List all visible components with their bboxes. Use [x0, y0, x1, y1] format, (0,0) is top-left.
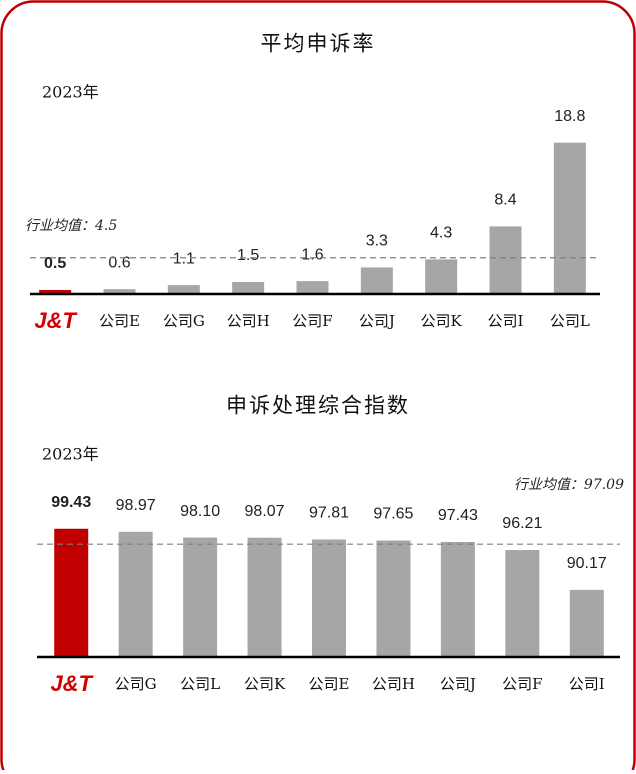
x-tick-label: 公司H: [227, 312, 270, 330]
value-label: 4.3: [430, 225, 452, 242]
x-tick-label: 公司F: [292, 312, 332, 330]
x-tick-label: 公司G: [115, 675, 157, 693]
value-label: 99.43: [51, 494, 91, 511]
bar: [167, 285, 200, 294]
value-label: 98.97: [116, 497, 156, 514]
chart-title: 平均申诉率: [261, 32, 376, 56]
x-tick-label: 公司I: [569, 675, 605, 693]
chart-subtitle: 2023年: [42, 445, 99, 464]
bar: [296, 281, 329, 294]
reference-label: 行业均值：97.09: [514, 477, 624, 493]
bar: [118, 531, 153, 657]
logo: J&T: [50, 671, 93, 696]
x-tick-label: 公司E: [99, 312, 140, 330]
bar: [103, 289, 136, 294]
value-label: 90.17: [567, 555, 607, 572]
x-tick-label: 公司H: [372, 675, 415, 693]
value-label: 8.4: [494, 192, 516, 209]
chart-title: 申诉处理综合指数: [226, 394, 410, 418]
bar: [553, 142, 586, 294]
value-label: 3.3: [366, 233, 388, 250]
value-label: 1.5: [237, 247, 259, 264]
x-tick-label: 公司K: [421, 312, 463, 330]
bar: [232, 281, 265, 294]
bar: [376, 540, 411, 657]
bar: [54, 528, 89, 657]
bar: [360, 267, 393, 294]
value-label: 1.1: [173, 250, 195, 267]
bar: [440, 541, 475, 657]
bar: [569, 589, 604, 657]
x-tick-label: 公司L: [550, 312, 590, 330]
bar: [247, 537, 282, 657]
bar: [312, 539, 346, 657]
bar: [489, 226, 522, 294]
value-label: 0.6: [108, 254, 130, 271]
bar: [39, 289, 72, 294]
value-label: 97.43: [438, 507, 478, 524]
bar: [183, 537, 218, 657]
value-label: 98.10: [180, 503, 220, 520]
x-tick-label: 公司E: [309, 675, 350, 693]
bar: [425, 259, 458, 294]
x-tick-label: 公司G: [163, 312, 205, 330]
value-label: 1.6: [301, 246, 323, 263]
value-label: 0.5: [44, 255, 66, 272]
value-label: 97.65: [373, 506, 413, 523]
bar: [505, 550, 540, 657]
x-tick-label: 公司K: [244, 675, 286, 693]
reference-label: 行业均值：4.5: [25, 218, 117, 234]
x-tick-label: 公司J: [440, 675, 476, 693]
x-tick-label: 公司F: [502, 675, 542, 693]
value-label: 18.8: [554, 108, 585, 125]
x-tick-label: 公司I: [488, 312, 524, 330]
x-tick-label: 公司L: [180, 675, 220, 693]
logo: J&T: [34, 308, 77, 333]
value-label: 96.21: [502, 515, 542, 532]
value-label: 98.07: [245, 503, 285, 520]
value-label: 97.81: [309, 505, 349, 522]
x-tick-label: 公司J: [359, 312, 395, 330]
chart-subtitle: 2023年: [42, 83, 99, 102]
